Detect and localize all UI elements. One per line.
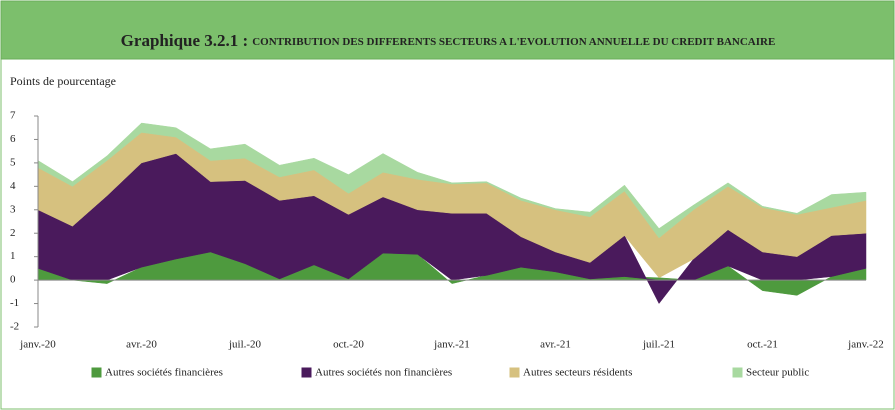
- chart-title-group: Graphique 3.2.1 : CONTRIBUTION DES DIFFER…: [121, 31, 776, 50]
- y-tick-label: 3: [10, 203, 16, 215]
- x-tick-label: janv.-22: [847, 339, 884, 351]
- y-tick-label: 1: [10, 250, 16, 262]
- area: [37, 122, 867, 239]
- x-tick-label: janv.-20: [19, 339, 56, 351]
- legend-swatch: [301, 367, 312, 378]
- legend-label: Autres sociétés financières: [105, 367, 223, 379]
- header-band: [0, 0, 895, 60]
- x-tick-label: juil.-21: [642, 339, 675, 351]
- y-tick-label: 4: [10, 180, 16, 192]
- legend-swatch: [91, 367, 102, 378]
- y-tick-label: 5: [10, 156, 16, 168]
- y-tick-label: -2: [10, 321, 19, 333]
- chart-title-label: Graphique 3.2.1 :: [121, 31, 249, 50]
- y-tick-label: 7: [10, 110, 16, 122]
- x-tick-label: oct.-21: [747, 339, 778, 351]
- x-tick-label: oct.-20: [333, 339, 364, 351]
- y-tick-label: 0: [10, 274, 16, 286]
- legend-swatch: [732, 367, 743, 378]
- chart-title: CONTRIBUTION DES DIFFERENTS SECTEURS A L…: [252, 36, 775, 48]
- y-axis-label: Points de pourcentage: [10, 74, 116, 88]
- x-tick-label: avr.-20: [126, 339, 157, 351]
- legend-label: Autres secteurs résidents: [523, 367, 632, 379]
- legend-label: Autres sociétés non financières: [315, 367, 452, 379]
- x-tick-label: juil.-20: [228, 339, 262, 351]
- y-tick-label: 2: [10, 227, 16, 239]
- legend-swatch: [509, 367, 520, 378]
- x-tick-label: avr.-21: [540, 339, 571, 351]
- legend-label: Secteur public: [746, 367, 809, 379]
- y-tick-label: -1: [10, 297, 19, 309]
- y-tick-label: 6: [10, 133, 16, 145]
- x-tick-label: janv.-21: [433, 339, 470, 351]
